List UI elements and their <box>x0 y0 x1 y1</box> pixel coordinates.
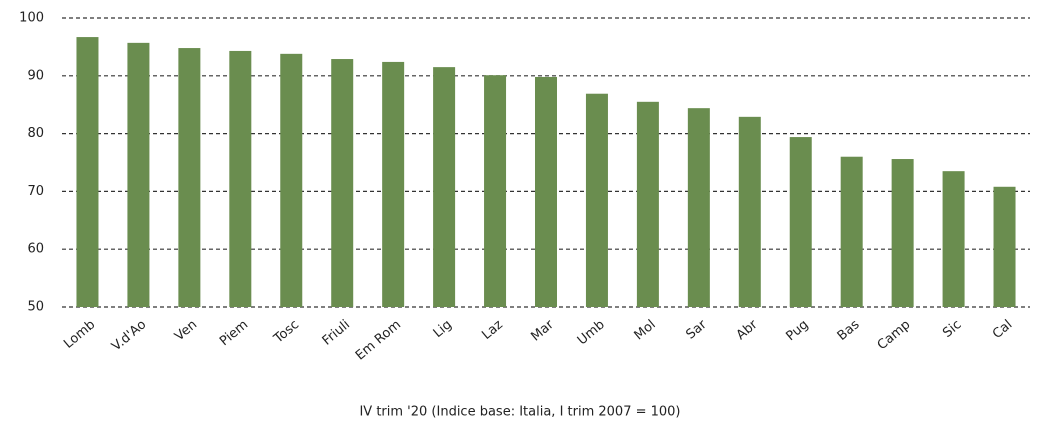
bar <box>738 116 761 307</box>
bar <box>840 156 863 307</box>
x-tick-label: Camp <box>875 317 914 353</box>
y-tick-label: 90 <box>27 68 44 83</box>
x-tick-label: Sic <box>940 317 964 341</box>
x-tick-label: Tosc <box>271 317 303 347</box>
x-tick-label: Sar <box>683 317 710 343</box>
x-tick-label: Lomb <box>61 317 98 352</box>
x-tick-label: Pug <box>783 317 811 344</box>
bar <box>178 48 201 307</box>
x-tick-label: V.d'Ao <box>109 317 149 354</box>
y-tick-label: 70 <box>27 184 44 199</box>
x-tick-label: Cal <box>990 317 1015 342</box>
bar <box>331 59 354 308</box>
bar <box>993 186 1016 307</box>
bar <box>636 101 659 307</box>
bar <box>382 61 405 307</box>
x-tick-label: Mol <box>632 317 659 343</box>
bar <box>535 76 557 308</box>
bar <box>789 137 812 307</box>
bar <box>891 159 914 307</box>
x-tick-label: Bas <box>835 317 863 344</box>
y-tick-label: 80 <box>27 126 44 141</box>
x-tick-label: Laz <box>479 317 506 343</box>
bar <box>433 67 456 307</box>
x-tick-label: Friuli <box>320 317 353 348</box>
bar <box>76 37 99 307</box>
x-tick-label: Mar <box>528 317 557 345</box>
bar <box>687 108 710 307</box>
x-tick-label: Lig <box>431 317 455 341</box>
y-tick-label: 50 <box>27 300 44 315</box>
x-tick-label: Piem <box>217 317 251 349</box>
y-tick-label: 60 <box>27 242 44 257</box>
x-axis-title: IV trim '20 (Indice base: Italia, I trim… <box>359 405 680 420</box>
x-tick-label: Ven <box>172 317 200 344</box>
y-tick-label: 100 <box>19 11 44 26</box>
bar <box>585 93 608 307</box>
bar <box>484 75 507 307</box>
bar <box>127 42 150 307</box>
bar <box>280 53 303 307</box>
x-tick-label: Umb <box>575 317 608 348</box>
x-tick-label: Em Rom <box>353 317 404 363</box>
bar <box>942 171 965 307</box>
bar <box>229 50 252 308</box>
x-tick-label: Abr <box>734 317 761 343</box>
